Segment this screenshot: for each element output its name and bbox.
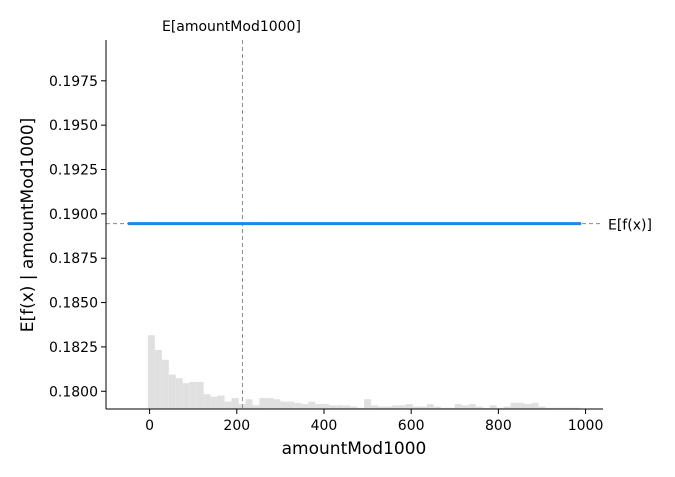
- histogram-bar: [566, 407, 574, 409]
- histogram-bar: [503, 406, 511, 409]
- histogram-bar: [210, 396, 218, 409]
- histogram-bar: [412, 406, 420, 409]
- histogram-bar: [217, 395, 225, 409]
- histogram-bar: [154, 349, 162, 409]
- histogram-bar: [224, 401, 232, 409]
- histogram-bar: [517, 402, 525, 409]
- histogram-bar: [510, 402, 518, 409]
- x-tick-label: 200: [223, 418, 250, 434]
- histogram-bar: [196, 381, 204, 409]
- y-tick-label: 0.1825: [49, 340, 98, 356]
- y-tick-label: 0.1900: [49, 207, 98, 223]
- histogram-bar: [231, 397, 239, 409]
- histogram-bar: [175, 378, 183, 409]
- expected-value-x-annotation: E[amountMod1000]: [162, 19, 301, 35]
- x-tick-label: 400: [311, 418, 338, 434]
- histogram-bar: [378, 406, 386, 409]
- y-tick-label: 0.1800: [49, 384, 98, 400]
- histogram-bar: [398, 405, 406, 409]
- histogram-bar: [468, 404, 476, 409]
- histogram-bar: [308, 401, 316, 409]
- histogram-bar: [433, 406, 441, 409]
- histogram-bar: [545, 407, 553, 409]
- histogram-bar: [252, 405, 260, 409]
- histogram-bar: [391, 405, 399, 409]
- histogram-bar: [559, 407, 567, 409]
- histogram-bar: [161, 359, 169, 409]
- histogram-bar: [524, 404, 532, 409]
- histogram-bar: [357, 407, 365, 409]
- histogram-bar: [573, 407, 581, 409]
- histogram-bar: [294, 402, 302, 409]
- ticks: 0 200 400 600 800 1000 0.1800 0.1825 0.1850 0.187…: [49, 74, 603, 434]
- y-tick-label: 0.1875: [49, 251, 98, 267]
- histogram-bar: [273, 399, 281, 409]
- histogram-bar: [461, 405, 469, 409]
- histogram-bar: [245, 399, 253, 409]
- histogram-bar: [538, 406, 546, 409]
- x-axis-label: amountMod1000: [282, 439, 427, 459]
- expected-value-y-annotation: E[f(x)]: [608, 218, 652, 234]
- histogram-bar: [371, 405, 379, 409]
- histogram-bar: [280, 401, 288, 409]
- histogram-bar: [336, 405, 344, 409]
- x-tick-label: 0: [145, 418, 154, 434]
- y-tick-label: 0.1975: [49, 74, 98, 90]
- histogram-bar: [426, 404, 434, 409]
- histogram-bar: [440, 407, 448, 409]
- histogram-bar: [482, 407, 490, 409]
- histogram-bar: [301, 404, 309, 409]
- histogram-bar: [454, 404, 462, 409]
- histogram-bar: [475, 406, 483, 409]
- histogram-bar: [329, 405, 337, 409]
- histogram-bar: [496, 407, 504, 409]
- y-tick-label: 0.1950: [49, 118, 98, 134]
- histogram-bar: [364, 399, 372, 409]
- histogram-bar: [531, 402, 539, 409]
- x-tick-label: 1000: [568, 418, 604, 434]
- y-tick-label: 0.1925: [49, 163, 98, 179]
- histogram-bar: [315, 404, 323, 409]
- y-axis-label: E[f(x) | amountMod1000]: [18, 118, 38, 333]
- histogram-bar: [385, 406, 392, 409]
- histogram-bar: [322, 404, 330, 409]
- histogram-bar: [168, 374, 176, 409]
- x-tick-label: 600: [398, 418, 425, 434]
- x-tick-label: 800: [485, 418, 512, 434]
- histogram-bar: [189, 381, 197, 409]
- histogram-bar: [405, 404, 413, 409]
- histogram-bar: [343, 405, 351, 409]
- histogram-bar: [182, 383, 190, 409]
- y-tick-label: 0.1850: [49, 296, 98, 312]
- histogram-bar: [259, 397, 267, 409]
- histogram-bar: [447, 407, 455, 409]
- histogram-bar: [203, 394, 211, 409]
- feature-histogram: [147, 335, 581, 409]
- histogram-bar: [287, 401, 295, 409]
- axes: [105, 40, 603, 410]
- histogram-bar: [489, 405, 497, 409]
- histogram-bar: [419, 406, 427, 409]
- histogram-bar: [266, 397, 274, 409]
- histogram-bar: [552, 407, 560, 409]
- histogram-bar: [147, 335, 155, 409]
- histogram-bar: [350, 406, 358, 409]
